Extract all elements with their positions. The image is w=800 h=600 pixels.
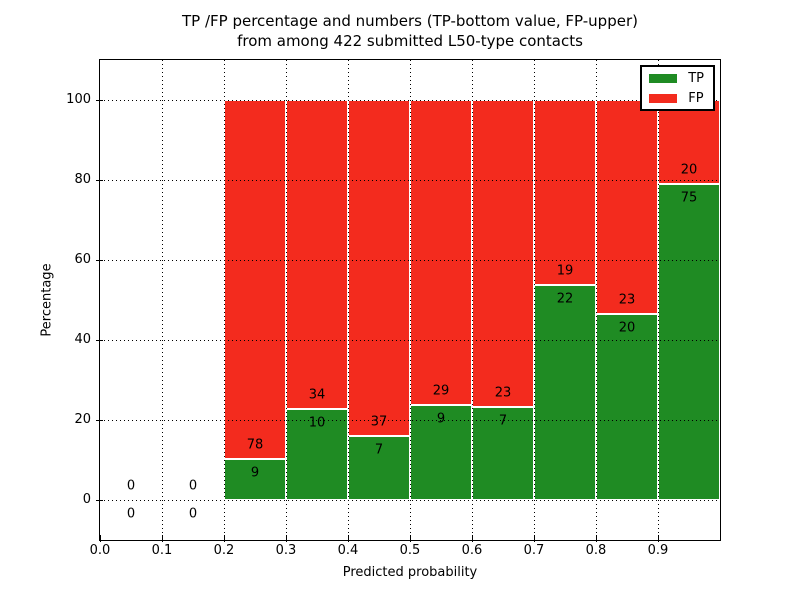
count-labels-layer: 0 0 0 0 78 9 34 10 37 7 29 9 23 7 19 22 23 20 20 75 — [100, 60, 720, 540]
y-tick-mark — [96, 419, 103, 421]
bar-segment-fp — [224, 100, 286, 459]
y-tick-label: 100 — [66, 92, 91, 107]
x-axis-label: Predicted probability — [342, 565, 478, 580]
x-tick-label: 0.0 — [89, 543, 111, 558]
y-tick-label: 20 — [74, 412, 91, 427]
tp-count-label: 22 — [556, 291, 574, 307]
legend-label-tp: TP — [688, 70, 704, 86]
x-tick-label: 0.2 — [213, 543, 235, 558]
chart-title-line1: TP /FP percentage and numbers (TP-bottom… — [182, 12, 638, 30]
y-tick-label: 40 — [74, 332, 91, 347]
tp-count-label: 9 — [250, 465, 260, 481]
y-tick-mark — [96, 499, 103, 501]
fp-count-label: 20 — [680, 162, 698, 178]
bar-segment-fp — [348, 100, 410, 437]
x-tick-label: 0.8 — [585, 543, 607, 558]
fp-count-label: 23 — [618, 292, 636, 308]
fp-color-swatch — [649, 93, 678, 103]
fp-count-label: 19 — [556, 263, 574, 279]
tp-count-label: 10 — [308, 415, 326, 431]
fp-count-label: 0 — [126, 478, 136, 494]
y-tick-mark — [96, 339, 103, 341]
fp-count-label: 29 — [432, 383, 450, 399]
tp-count-label: 0 — [188, 506, 198, 522]
y-tick-label: 60 — [74, 252, 91, 267]
y-tick-mark — [96, 259, 103, 261]
legend-label-fp: FP — [688, 90, 704, 106]
x-tick-label: 0.7 — [523, 543, 545, 558]
bar-segment-fp — [472, 100, 534, 407]
bar-segment-fp — [410, 100, 472, 406]
legend-entry-fp: FP — [649, 92, 704, 105]
x-tick-label: 0.4 — [337, 543, 359, 558]
tp-count-label: 0 — [126, 506, 136, 522]
x-tick-label: 0.9 — [647, 543, 669, 558]
fp-count-label: 37 — [370, 414, 388, 430]
y-tick-mark — [96, 179, 103, 181]
y-tick-label: 80 — [74, 172, 91, 187]
chart-title-line2: from among 422 submitted L50-type contac… — [237, 32, 583, 50]
tp-count-label: 9 — [436, 411, 446, 427]
tp-count-label: 75 — [680, 190, 698, 206]
fp-count-label: 34 — [308, 387, 326, 403]
x-tick-label: 0.3 — [275, 543, 297, 558]
x-tick-label: 0.6 — [461, 543, 483, 558]
y-tick-mark — [96, 99, 103, 101]
tp-count-label: 7 — [498, 413, 508, 429]
chart-title: TP /FP percentage and numbers (TP-bottom… — [100, 11, 720, 51]
legend: TP FP — [640, 65, 715, 111]
bar-segment-fp — [596, 100, 658, 314]
bar-segment-fp — [286, 100, 348, 410]
plot-area: 0 0 0 0 78 9 34 10 37 7 29 9 23 7 19 22 23 20 20 75 TP FP — [99, 59, 721, 541]
bar-segment-tp — [534, 285, 596, 500]
fp-count-label: 23 — [494, 385, 512, 401]
fp-count-label: 0 — [188, 478, 198, 494]
x-tick-mark — [99, 535, 101, 542]
fp-count-label: 78 — [246, 437, 264, 453]
bar-segment-tp — [224, 458, 286, 500]
bar-segment-fp — [534, 100, 596, 286]
bars-layer — [100, 60, 720, 540]
tp-color-swatch — [649, 73, 678, 83]
legend-entry-tp: TP — [649, 72, 704, 85]
tp-count-label: 20 — [618, 320, 636, 336]
y-axis-label: Percentage — [39, 263, 55, 337]
x-tick-label: 0.1 — [151, 543, 173, 558]
x-tick-label: 0.5 — [399, 543, 421, 558]
tp-count-label: 7 — [374, 442, 384, 458]
y-tick-label: 0 — [82, 492, 91, 507]
